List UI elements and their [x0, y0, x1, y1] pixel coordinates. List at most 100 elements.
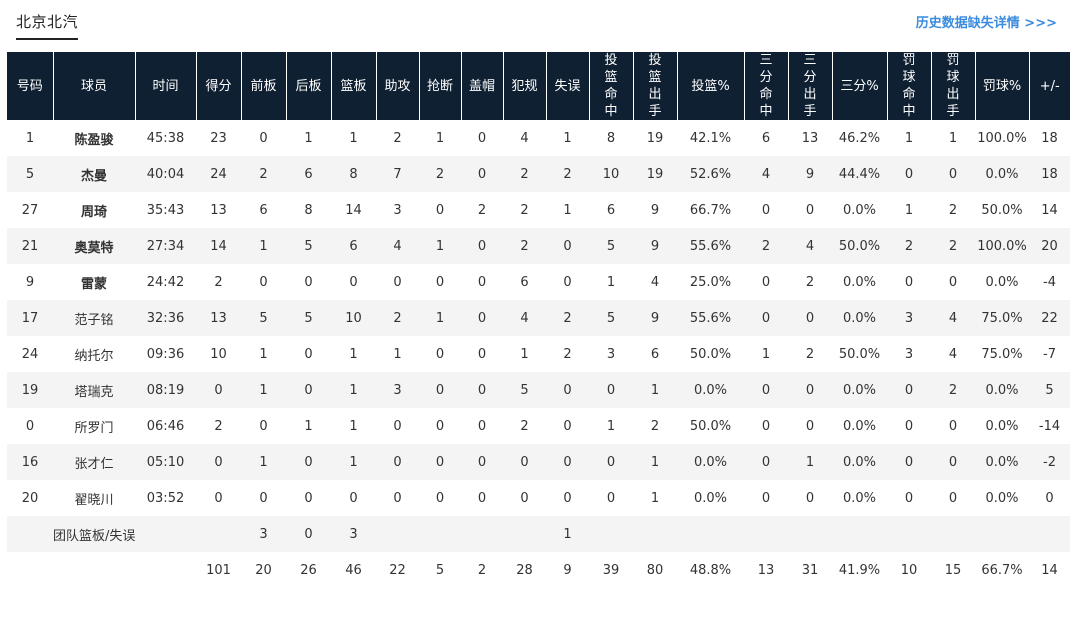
stat-fga: 2 — [633, 408, 677, 444]
stat-tpa: 2 — [788, 264, 832, 300]
player-name[interactable]: 纳托尔 — [53, 336, 135, 372]
column-header-num[interactable]: 号码 — [7, 52, 54, 120]
team-stat-tpm — [744, 516, 788, 552]
stat-tpm: 0 — [744, 444, 788, 480]
stat-pf: 4 — [503, 300, 546, 336]
column-header-ftp[interactable]: 罚球% — [975, 52, 1030, 120]
stat-fgp: 66.7% — [677, 192, 744, 228]
player-name[interactable]: 翟晓川 — [53, 480, 135, 516]
column-header-stl[interactable]: 抢断 — [419, 52, 462, 120]
stat-tpa: 0 — [788, 192, 832, 228]
player-name[interactable]: 张才仁 — [53, 444, 135, 480]
column-header-tpm[interactable]: 三分命中 — [744, 52, 789, 120]
total-stat-ast: 22 — [376, 552, 419, 588]
stat-fta: 4 — [931, 336, 975, 372]
column-header-tpa[interactable]: 三分出手 — [788, 52, 833, 120]
team-stat-tpa — [788, 516, 832, 552]
stat-fga: 9 — [633, 228, 677, 264]
column-header-fga[interactable]: 投篮出手 — [633, 52, 678, 120]
team-stat-ftp — [975, 516, 1029, 552]
stat-reb: 14 — [331, 192, 376, 228]
stat-ast: 1 — [376, 336, 419, 372]
stat-time: 08:19 — [135, 372, 196, 408]
column-header-fgm[interactable]: 投篮命中 — [589, 52, 634, 120]
stat-tpp: 0.0% — [832, 192, 887, 228]
stat-oreb: 1 — [241, 336, 286, 372]
stat-pts: 10 — [196, 336, 241, 372]
stat-time: 45:38 — [135, 120, 196, 156]
player-name[interactable]: 周琦 — [53, 192, 135, 228]
stat-oreb: 0 — [241, 408, 286, 444]
stat-pf: 6 — [503, 264, 546, 300]
player-name[interactable]: 范子铭 — [53, 300, 135, 336]
column-header-fta[interactable]: 罚球出手 — [931, 52, 976, 120]
column-header-pm[interactable]: +/- — [1029, 52, 1070, 120]
stat-reb: 10 — [331, 300, 376, 336]
stat-reb: 8 — [331, 156, 376, 192]
stat-time: 35:43 — [135, 192, 196, 228]
column-header-reb[interactable]: 篮板 — [331, 52, 377, 120]
column-header-tov[interactable]: 失误 — [546, 52, 590, 120]
column-header-name[interactable]: 球员 — [53, 52, 136, 120]
column-header-ftm[interactable]: 罚球命中 — [887, 52, 932, 120]
stat-pts: 0 — [196, 480, 241, 516]
stat-reb: 1 — [331, 408, 376, 444]
stat-fgm: 0 — [589, 372, 633, 408]
column-header-time[interactable]: 时间 — [135, 52, 197, 120]
stat-pts: 14 — [196, 228, 241, 264]
stat-blk: 0 — [461, 336, 503, 372]
stat-dreb: 0 — [286, 480, 331, 516]
stat-tpp: 46.2% — [832, 120, 887, 156]
stat-ast: 4 — [376, 228, 419, 264]
stat-dreb: 1 — [286, 120, 331, 156]
total-stat-blk: 2 — [461, 552, 503, 588]
history-missing-data-link[interactable]: 历史数据缺失详情 >>> — [915, 16, 1057, 31]
player-name[interactable]: 杰曼 — [53, 156, 135, 192]
stat-stl: 0 — [419, 336, 461, 372]
column-header-dreb[interactable]: 后板 — [286, 52, 332, 120]
stat-pf: 0 — [503, 444, 546, 480]
stat-fta: 1 — [931, 120, 975, 156]
player-name[interactable]: 雷蒙 — [53, 264, 135, 300]
stat-dreb: 0 — [286, 336, 331, 372]
stat-pm: -14 — [1029, 408, 1070, 444]
stat-ftm: 3 — [887, 336, 931, 372]
stat-tpa: 0 — [788, 480, 832, 516]
total-stat-ftp: 66.7% — [975, 552, 1029, 588]
stat-num: 0 — [7, 408, 53, 444]
player-name[interactable]: 塔瑞克 — [53, 372, 135, 408]
stat-stl: 0 — [419, 264, 461, 300]
total-stat-pf: 28 — [503, 552, 546, 588]
stat-num: 27 — [7, 192, 53, 228]
stat-tov: 0 — [546, 408, 589, 444]
stat-num: 24 — [7, 336, 53, 372]
total-stat-pts: 101 — [196, 552, 241, 588]
stat-pts: 23 — [196, 120, 241, 156]
column-header-pf[interactable]: 犯规 — [503, 52, 547, 120]
stat-pm: 20 — [1029, 228, 1070, 264]
team-tab-beijing[interactable]: 北京北汽 — [16, 11, 79, 40]
stat-tpm: 0 — [744, 480, 788, 516]
stat-dreb: 5 — [286, 228, 331, 264]
team-stat-ast — [376, 516, 419, 552]
player-name[interactable]: 奥莫特 — [53, 228, 135, 264]
stat-fgp: 25.0% — [677, 264, 744, 300]
total-stat-fgm: 39 — [589, 552, 633, 588]
stat-num: 19 — [7, 372, 53, 408]
stat-tov: 0 — [546, 264, 589, 300]
stat-fgm: 0 — [589, 444, 633, 480]
stat-fta: 4 — [931, 300, 975, 336]
column-header-fgp[interactable]: 投篮% — [677, 52, 745, 120]
stat-stl: 2 — [419, 156, 461, 192]
stat-tpm: 0 — [744, 264, 788, 300]
column-header-pts[interactable]: 得分 — [196, 52, 242, 120]
stat-reb: 1 — [331, 120, 376, 156]
stat-ast: 0 — [376, 444, 419, 480]
player-name[interactable]: 陈盈骏 — [53, 120, 135, 156]
player-name[interactable]: 所罗门 — [53, 408, 135, 444]
column-header-oreb[interactable]: 前板 — [241, 52, 287, 120]
stat-tpp: 0.0% — [832, 264, 887, 300]
column-header-ast[interactable]: 助攻 — [376, 52, 420, 120]
column-header-blk[interactable]: 盖帽 — [461, 52, 504, 120]
column-header-tpp[interactable]: 三分% — [832, 52, 888, 120]
